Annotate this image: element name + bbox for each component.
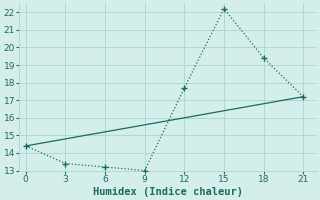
X-axis label: Humidex (Indice chaleur): Humidex (Indice chaleur)	[93, 186, 243, 197]
